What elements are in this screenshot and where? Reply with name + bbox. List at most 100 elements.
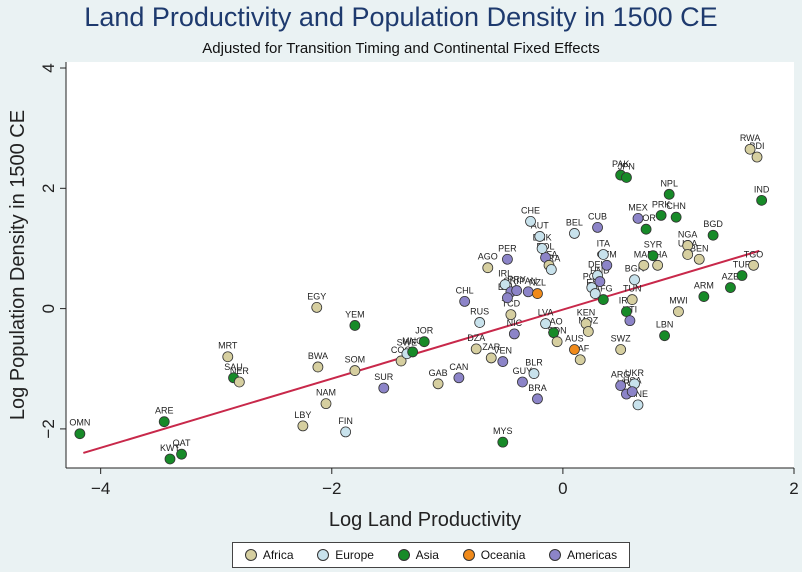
point-label: BEN <box>690 243 709 253</box>
fit-line-group <box>83 249 760 454</box>
data-point <box>615 380 627 391</box>
data-points <box>74 143 768 465</box>
data-point <box>474 317 486 328</box>
point-label: SYR <box>644 240 663 250</box>
legend: Africa Europe Asia Oceania Americas <box>232 542 630 568</box>
x-tick-label: 2 <box>789 479 798 498</box>
fit-line <box>83 249 760 454</box>
data-point <box>663 188 675 200</box>
point-label: LBY <box>294 410 311 420</box>
data-point <box>459 295 471 307</box>
point-label: CHL <box>456 285 474 295</box>
y-tick-label: 4 <box>39 63 58 72</box>
point-label: BGR <box>625 264 645 274</box>
data-point <box>615 344 627 355</box>
point-label: NAM <box>316 388 336 398</box>
legend-item-europe: Europe <box>317 548 374 562</box>
plot-area <box>66 62 794 468</box>
point-label: EGY <box>307 291 326 301</box>
data-point <box>601 259 613 271</box>
data-point <box>632 212 644 224</box>
data-point <box>511 285 523 296</box>
data-point <box>548 327 560 339</box>
point-label: NIC <box>507 318 523 328</box>
data-point <box>432 378 444 390</box>
point-label: RUS <box>470 306 489 316</box>
point-label: KEN <box>577 308 596 318</box>
data-point <box>682 240 694 251</box>
data-point <box>725 282 736 293</box>
point-label: BLR <box>525 358 543 368</box>
point-label: NZL <box>529 278 546 288</box>
legend-item-americas: Americas <box>549 548 617 562</box>
point-label: PAK <box>612 159 629 169</box>
point-label: CAF <box>571 344 590 354</box>
data-point <box>482 262 494 274</box>
point-label: NGA <box>678 229 698 239</box>
data-point <box>536 243 548 254</box>
point-label: GAB <box>429 368 448 378</box>
data-point <box>502 292 513 304</box>
data-point <box>624 315 636 327</box>
point-label: BWA <box>308 351 328 361</box>
data-point <box>652 259 664 271</box>
data-point <box>621 306 632 318</box>
chart-subtitle: Adjusted for Transition Timing and Conti… <box>202 40 600 57</box>
data-point <box>470 343 482 355</box>
data-point <box>629 274 640 286</box>
data-point <box>594 276 606 287</box>
point-label: AUT <box>531 220 550 230</box>
data-point <box>517 376 528 388</box>
point-label: CUB <box>588 211 607 221</box>
data-point <box>407 346 419 358</box>
point-label: BDI <box>750 141 765 151</box>
point-label: OMN <box>69 418 90 428</box>
data-point <box>311 302 323 313</box>
data-point <box>626 386 638 398</box>
data-point <box>233 376 245 388</box>
data-point <box>508 328 520 340</box>
legend-label: Americas <box>567 548 618 562</box>
data-point <box>545 264 557 275</box>
data-point <box>497 436 509 448</box>
point-label: TUR <box>733 260 752 270</box>
data-point <box>505 309 517 321</box>
data-point <box>74 428 86 440</box>
data-point <box>659 330 670 342</box>
point-label: NPL <box>660 178 678 188</box>
data-point <box>532 288 543 299</box>
point-label: MWI <box>669 296 688 306</box>
point-label: ARG <box>611 370 631 380</box>
point-label: TUN <box>623 284 642 294</box>
data-point <box>569 344 580 355</box>
point-label: URY <box>617 378 636 388</box>
point-label: AZE <box>722 272 740 282</box>
point-label: MAR <box>634 249 655 259</box>
data-point <box>632 399 644 411</box>
legend-item-oceania: Oceania <box>462 548 525 562</box>
data-point <box>499 279 511 290</box>
data-point <box>592 222 603 233</box>
data-point <box>320 398 332 410</box>
data-point <box>164 453 176 465</box>
point-label: KWT <box>160 443 180 453</box>
data-point <box>748 259 759 271</box>
data-point <box>349 320 361 331</box>
point-label: PRY <box>507 275 525 285</box>
point-label: ARM <box>694 281 714 291</box>
point-label: QAT <box>173 438 191 448</box>
data-point <box>597 249 609 260</box>
data-point <box>395 355 407 367</box>
point-label: DEU <box>588 260 607 270</box>
data-point <box>551 336 563 348</box>
data-point <box>626 294 638 305</box>
data-point <box>693 253 705 265</box>
point-label: MNE <box>628 389 648 399</box>
point-label: BEL <box>566 217 583 227</box>
data-point <box>569 228 580 239</box>
data-point <box>621 172 632 183</box>
point-label: SUR <box>374 372 394 382</box>
legend-swatch <box>397 549 410 561</box>
